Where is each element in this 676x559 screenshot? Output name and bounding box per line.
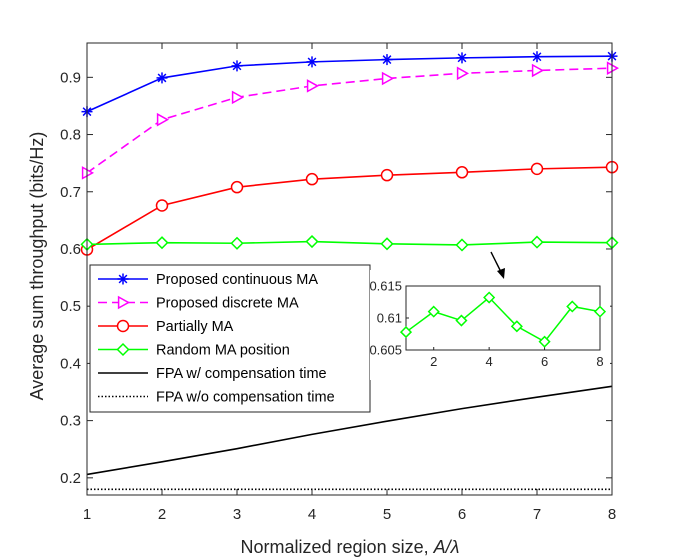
- data-point-series-2: [456, 66, 470, 81]
- data-point-series-4: [230, 236, 244, 250]
- inset-arrow-shaft: [490, 251, 502, 273]
- data-point-series-2: [531, 63, 545, 78]
- x-tick-label: 1: [83, 506, 91, 523]
- inset-x-tick-label: 8: [596, 354, 603, 369]
- x-tick-label: 8: [608, 506, 616, 523]
- legend-box: [89, 264, 371, 413]
- y-tick-label: 0.7: [60, 184, 81, 201]
- legend: Proposed continuous MA Proposed discrete …: [89, 264, 371, 413]
- inset-data-point: [566, 300, 579, 313]
- x-tick-label: 3: [233, 506, 241, 523]
- legend-marker-4: [116, 342, 130, 357]
- y-tick-label: 0.9: [60, 69, 81, 86]
- inset-data-point: [399, 326, 413, 339]
- inset-data-point: [593, 305, 607, 318]
- data-point-series-2: [81, 166, 95, 180]
- series-line-3: [86, 166, 613, 251]
- series-line-5: [86, 385, 613, 476]
- inset-y-tick-label: 0.61: [377, 311, 402, 326]
- data-point-series-4: [155, 236, 169, 250]
- data-point-series-2: [381, 71, 395, 86]
- data-point-series-3: [530, 162, 544, 176]
- inset-data-point: [483, 291, 496, 304]
- inset-y-tick-label: 0.605: [369, 343, 402, 358]
- data-point-series-4: [455, 238, 469, 252]
- legend-label-6: FPA w/o compensation time: [156, 390, 335, 406]
- data-point-series-1: [531, 51, 543, 63]
- x-axis-label: Normalized region size, A/λ: [241, 537, 460, 557]
- data-point-series-3: [305, 172, 319, 186]
- legend-label-3: Partially MA: [156, 319, 234, 335]
- y-tick-label: 0.2: [60, 470, 81, 487]
- data-point-series-2: [156, 112, 170, 127]
- inset-x-tick-label: 4: [486, 354, 493, 369]
- data-point-series-4: [305, 234, 319, 249]
- legend-label-1: Proposed continuous MA: [156, 272, 318, 288]
- data-point-series-4: [380, 237, 394, 251]
- inset-data-point: [510, 320, 523, 333]
- data-point-series-3: [155, 199, 169, 212]
- x-tick-label: 6: [458, 506, 466, 523]
- inset-series-line: [405, 296, 601, 343]
- x-tick-label: 5: [383, 506, 391, 523]
- x-tick-label: 4: [308, 506, 316, 523]
- data-point-series-4: [530, 235, 544, 249]
- data-point-series-1: [456, 52, 468, 64]
- legend-marker-2: [117, 295, 131, 310]
- data-point-series-1: [381, 54, 393, 66]
- inset-arrow-head: [497, 268, 505, 279]
- legend-label-2: Proposed discrete MA: [156, 296, 299, 312]
- y-tick-label: 0.6: [60, 241, 81, 258]
- y-tick-label: 0.5: [60, 298, 81, 315]
- legend-label-4: Random MA position: [156, 343, 290, 359]
- inset-data-point: [455, 314, 468, 327]
- data-point-series-3: [455, 166, 469, 179]
- inset-x-tick-label: 6: [541, 354, 548, 369]
- plot-frame: [86, 42, 613, 496]
- data-point-series-3: [230, 180, 244, 194]
- data-point-series-1: [156, 72, 168, 84]
- data-point-series-2: [306, 79, 320, 93]
- inset-data-point: [538, 335, 551, 348]
- y-axis-label: Average sum throughput (bits/Hz): [27, 132, 47, 401]
- y-tick-label: 0.8: [60, 127, 81, 144]
- x-tick-label: 2: [158, 506, 166, 523]
- data-point-series-1: [306, 56, 318, 68]
- legend-label-5: FPA w/ compensation time: [156, 366, 327, 382]
- data-point-series-2: [606, 61, 620, 75]
- legend-marker-1: [117, 273, 129, 285]
- legend-marker-3: [116, 319, 130, 333]
- x-tick-label: 7: [533, 506, 541, 523]
- inset-y-tick-label: 0.615: [369, 279, 402, 294]
- data-point-series-1: [231, 60, 243, 72]
- inset-plot: 2 4 6 8 0.605 0.61 0.615: [369, 251, 610, 380]
- inset-data-point: [427, 305, 440, 318]
- y-tick-label: 0.3: [60, 413, 81, 430]
- series-line-2: [86, 67, 613, 174]
- series-line-1: [86, 55, 613, 113]
- inset-x-tick-label: 2: [430, 354, 437, 369]
- y-tick-label: 0.4: [60, 355, 81, 372]
- data-point-series-3: [380, 168, 394, 182]
- data-point-series-2: [231, 90, 245, 105]
- inset-frame: [405, 285, 601, 351]
- series-line-4: [86, 240, 613, 246]
